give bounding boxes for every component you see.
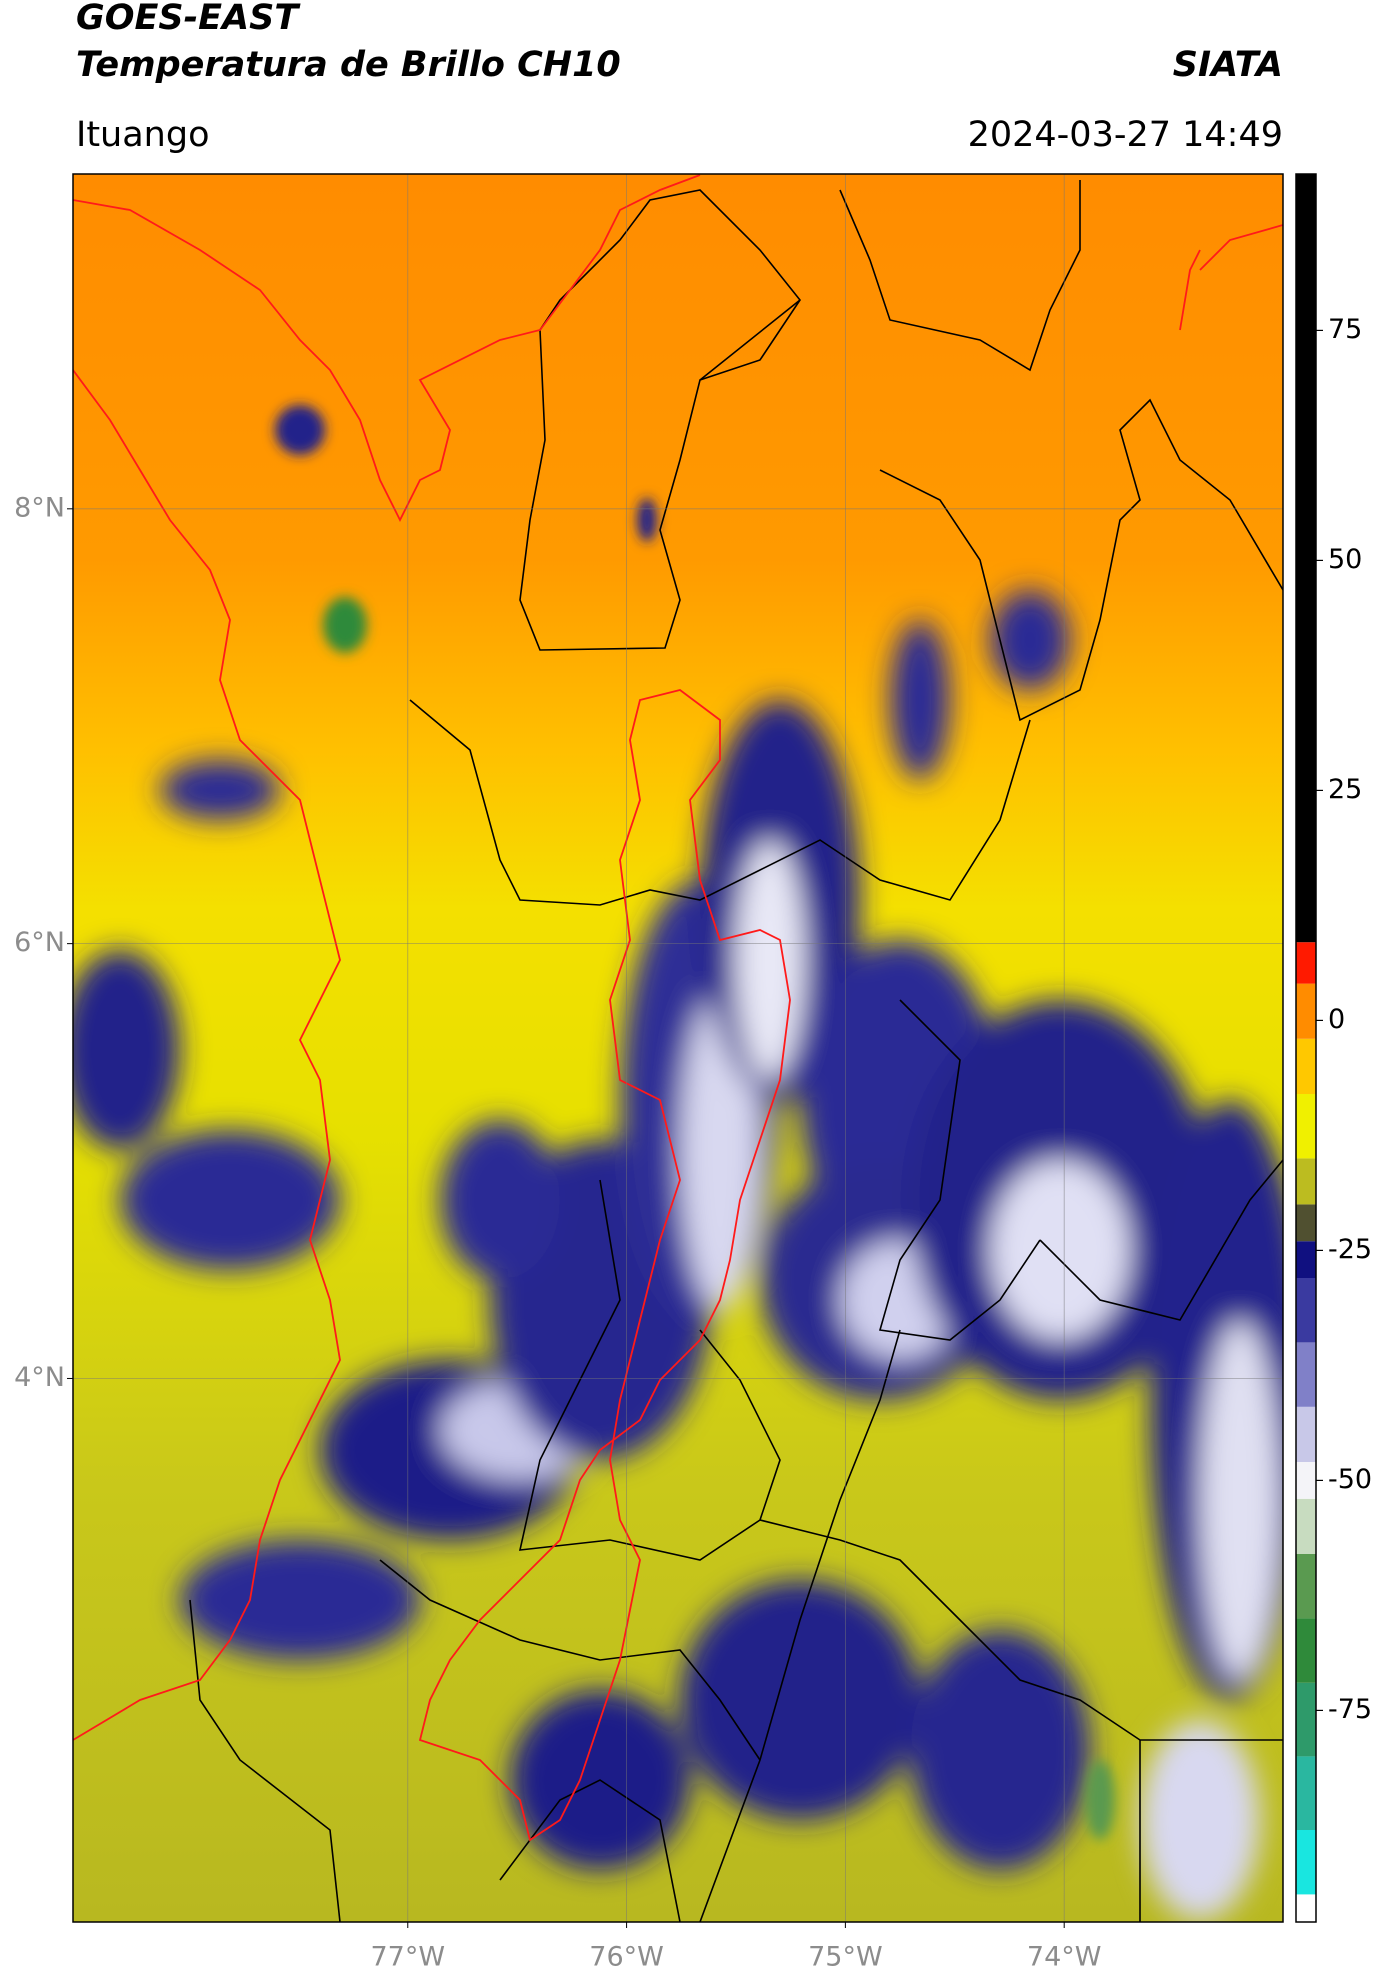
colorbar-frame: [1295, 173, 1317, 1923]
colorbar-segment: [1296, 1278, 1316, 1343]
colorbar-tick-label: 50: [1328, 544, 1362, 575]
colorbar-tick-label: -25: [1328, 1234, 1372, 1265]
satellite-image: [73, 174, 1283, 1922]
colorbar-tick-label: -75: [1328, 1694, 1372, 1725]
colorbar-segment: [1296, 1830, 1316, 1895]
colorbar-tick-label: 25: [1328, 774, 1362, 805]
y-tick-label: 6°N: [14, 927, 65, 958]
colorbar-tick-label: 75: [1328, 314, 1362, 345]
colorbar-segment: [1296, 1406, 1316, 1462]
colorbar-tick-label: -50: [1328, 1464, 1372, 1495]
colorbar-segment: [1296, 1498, 1316, 1554]
colorbar-segment: [1296, 942, 1316, 984]
colorbar-segment: [1296, 1618, 1316, 1683]
x-tick-label: 77°W: [370, 1942, 445, 1973]
title: GOES-EAST: [76, 0, 301, 38]
colorbar-segment: [1296, 1756, 1316, 1830]
subtitle: Temperatura de Brillo CH10: [76, 45, 621, 85]
colorbar-segment: [1296, 1682, 1316, 1757]
colorbar-segment: [1296, 1342, 1316, 1407]
colorbar-segment: [1296, 1241, 1316, 1278]
colorbar-segment: [1296, 174, 1316, 943]
x-tick-label: 76°W: [589, 1942, 664, 1973]
colorbar-segment: [1296, 1462, 1316, 1499]
x-tick-label: 75°W: [808, 1942, 883, 1973]
colorbar-segment: [1296, 1894, 1316, 1922]
colorbar-segment: [1296, 1158, 1316, 1205]
colorbar-segment: [1296, 983, 1316, 1039]
y-tick-label: 4°N: [14, 1362, 65, 1393]
colorbar-tick-label: 0: [1328, 1004, 1345, 1035]
map-frame: [72, 173, 1284, 1923]
colorbar-segment: [1296, 1094, 1316, 1159]
brand: SIATA: [1173, 45, 1283, 85]
y-tick-label: 8°N: [14, 492, 65, 523]
location: Ituango: [76, 115, 210, 155]
x-tick-label: 74°W: [1027, 1942, 1102, 1973]
colorbar-segment: [1296, 1554, 1316, 1619]
timestamp: 2024-03-27 14:49: [968, 115, 1283, 155]
colorbar-segment: [1296, 1038, 1316, 1094]
colorbar-segment: [1296, 1204, 1316, 1242]
